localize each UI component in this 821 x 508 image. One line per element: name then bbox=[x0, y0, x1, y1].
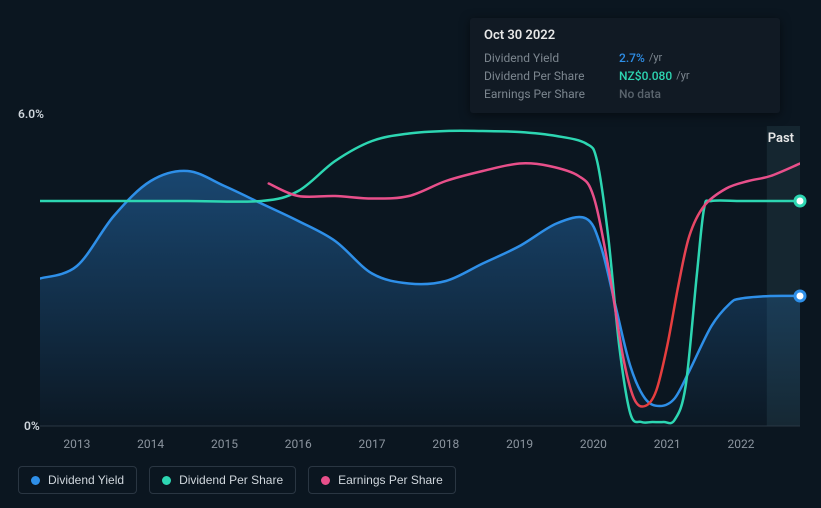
tooltip-row-value: NZ$0.080 bbox=[619, 67, 672, 85]
legend-item-earnings_per_share[interactable]: Earnings Per Share bbox=[308, 466, 456, 494]
legend-item-label: Earnings Per Share bbox=[338, 473, 443, 487]
x-tick-label: 2013 bbox=[63, 437, 90, 451]
x-tick-label: 2015 bbox=[211, 437, 238, 451]
past-band-label: Past bbox=[768, 131, 795, 146]
tooltip-row-unit: /yr bbox=[676, 67, 689, 85]
legend-swatch-icon bbox=[31, 476, 40, 485]
legend-swatch-icon bbox=[162, 476, 171, 485]
tooltip-row-label: Dividend Per Share bbox=[484, 67, 619, 85]
tooltip-title: Oct 30 2022 bbox=[484, 28, 766, 43]
x-tick-label: 2016 bbox=[285, 437, 312, 451]
x-tick-label: 2017 bbox=[359, 437, 386, 451]
tooltip-row: Earnings Per ShareNo data bbox=[484, 85, 766, 103]
legend-item-label: Dividend Yield bbox=[48, 473, 124, 487]
series-end-marker-dividend_yield bbox=[795, 291, 805, 301]
legend-item-dividend_yield[interactable]: Dividend Yield bbox=[18, 466, 137, 494]
tooltip-row: Dividend Yield2.7% /yr bbox=[484, 49, 766, 67]
tooltip-row-value: No data bbox=[619, 85, 661, 103]
legend-item-label: Dividend Per Share bbox=[179, 473, 283, 487]
y-axis-max-label: 6.0% bbox=[18, 107, 44, 121]
tooltip-row-value: 2.7% bbox=[619, 49, 645, 67]
x-tick-label: 2014 bbox=[137, 437, 164, 451]
x-tick-label: 2021 bbox=[654, 437, 681, 451]
x-tick-label: 2022 bbox=[727, 437, 754, 451]
y-axis-min-label: 0% bbox=[24, 419, 40, 433]
tooltip-row: Dividend Per ShareNZ$0.080/yr bbox=[484, 67, 766, 85]
tooltip-row-label: Dividend Yield bbox=[484, 49, 619, 67]
x-tick-label: 2018 bbox=[432, 437, 459, 451]
chart-legend: Dividend Yield Dividend Per Share Earnings… bbox=[18, 466, 456, 494]
tooltip-row-unit: /yr bbox=[649, 49, 662, 67]
chart-tooltip: Oct 30 2022Dividend Yield2.7%/yrDividend… bbox=[470, 18, 780, 113]
legend-item-dividend_per_share[interactable]: Dividend Per Share bbox=[149, 466, 296, 494]
x-tick-label: 2020 bbox=[580, 437, 607, 451]
x-tick-label: 2019 bbox=[506, 437, 533, 451]
tooltip-row-label: Earnings Per Share bbox=[484, 85, 619, 103]
series-end-marker-dividend_per_share bbox=[795, 196, 805, 206]
legend-swatch-icon bbox=[321, 476, 330, 485]
